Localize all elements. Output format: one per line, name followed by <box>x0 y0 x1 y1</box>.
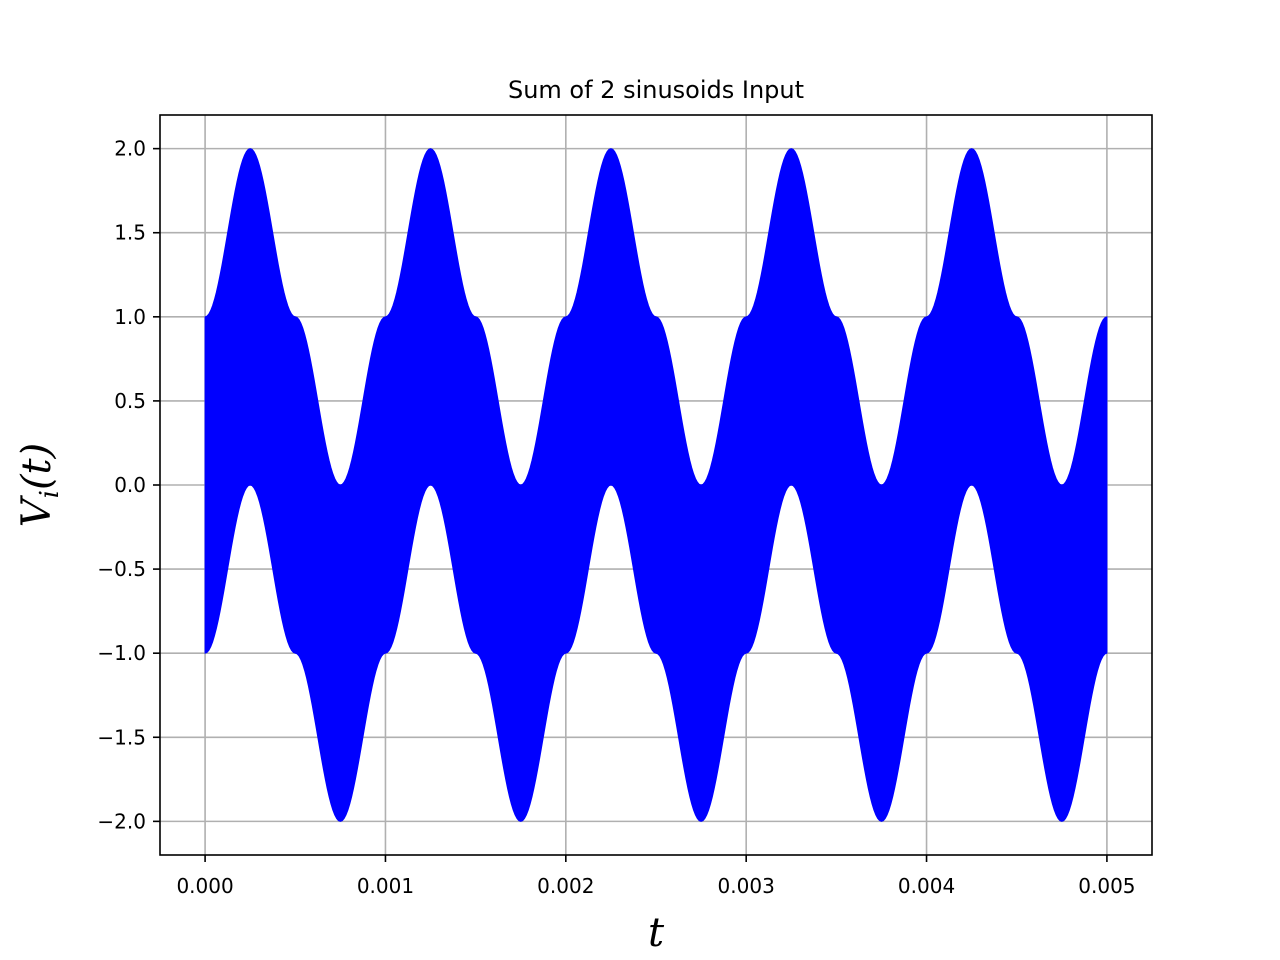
y-axis-label-arg: (t) <box>14 443 60 490</box>
y-tick-label: 1.5 <box>114 221 146 245</box>
x-tick-label: 0.000 <box>176 874 233 898</box>
y-tick-label: −2.0 <box>97 809 146 833</box>
y-tick-label: 2.0 <box>114 137 146 161</box>
x-axis-label: t <box>648 910 665 956</box>
y-axis-label-main: V <box>14 494 60 527</box>
x-tick-label: 0.003 <box>718 874 775 898</box>
y-tick-label: 0.5 <box>114 389 146 413</box>
x-tick-label: 0.005 <box>1078 874 1135 898</box>
y-tick-label: −0.5 <box>97 557 146 581</box>
x-tick-label: 0.004 <box>898 874 955 898</box>
x-tick-label: 0.001 <box>357 874 414 898</box>
y-tick-label: 1.0 <box>114 305 146 329</box>
y-tick-label: −1.5 <box>97 725 146 749</box>
series-band <box>204 148 1108 822</box>
series-layer <box>204 148 1108 822</box>
y-tick-label: 0.0 <box>114 473 146 497</box>
chart-title: Sum of 2 sinusoids Input <box>508 76 804 104</box>
x-tick-label: 0.002 <box>537 874 594 898</box>
y-axis-label: Vi(t) <box>14 443 65 528</box>
tick-layer: 0.000 0.001 0.002 0.003 0.004 0.005 2.0 1.5 1.0 0… <box>97 137 1135 898</box>
y-axis-label-sub: i <box>35 490 65 498</box>
y-tick-label: −1.0 <box>97 641 146 665</box>
